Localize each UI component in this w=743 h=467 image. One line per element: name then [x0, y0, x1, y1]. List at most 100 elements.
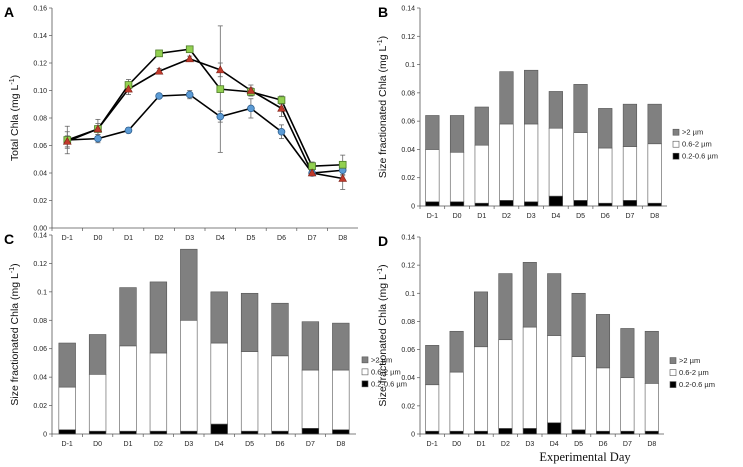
bar-segment-0-6-2-m: [58, 386, 76, 431]
x-tick-label: D0: [452, 441, 461, 448]
x-tick-label: D1: [477, 441, 486, 448]
x-tick-label: D1: [124, 235, 133, 242]
bar-segment-0-2-0-6-m: [149, 430, 168, 435]
bar-segment-2-m: [644, 330, 659, 384]
x-tick-label: D2: [501, 441, 510, 448]
x-tick-label: D5: [245, 441, 254, 448]
legend-swatch: [672, 152, 680, 160]
bar-segment-0-6-2-m: [119, 345, 137, 432]
bar-segment-0-6-2-m: [210, 342, 228, 425]
bar-segment-2-m: [425, 345, 440, 386]
bar-segment-0-6-2-m: [647, 143, 662, 204]
bar-segment-2-m: [598, 108, 613, 149]
y-tick-label: 0.1: [405, 62, 415, 69]
x-tick-label: D7: [306, 441, 315, 448]
bar-segment-0-6-2-m: [149, 352, 168, 432]
bar-segment-0-6-2-m: [449, 151, 465, 203]
panel-letter: B: [378, 4, 388, 20]
bar-segment-0-2-0-6-m: [595, 430, 611, 435]
bar-segment-0-2-0-6-m: [598, 202, 613, 207]
bar-segment-0-2-0-6-m: [571, 429, 586, 435]
x-tick-label: D6: [276, 441, 285, 448]
bar-segment-2-m: [58, 342, 76, 388]
y-tick-label: 0.12: [401, 34, 415, 41]
series-line-1: [67, 93, 343, 174]
bar-segment-0-2-0-6-m: [210, 423, 228, 435]
bar-segment-0-2-0-6-m: [271, 430, 289, 435]
bar-segment-0-2-0-6-m: [58, 429, 76, 435]
bar-segment-2-m: [332, 322, 350, 371]
bar-segment-2-m: [240, 292, 259, 352]
bar-segment-2-m: [449, 330, 464, 373]
x-tick-label: D3: [525, 441, 534, 448]
bar-segment-2-m: [571, 292, 586, 357]
y-tick-label: 0.06: [33, 346, 47, 353]
bar-segment-0-6-2-m: [332, 369, 350, 431]
bar-segment-2-m: [88, 334, 107, 375]
legend-swatch: [669, 369, 677, 376]
x-tick-label: D7: [625, 213, 634, 220]
bar-segment-0-2-0-6-m: [498, 428, 513, 435]
bar-segment-2-m: [547, 273, 562, 336]
legend-label: >2 µm: [682, 128, 703, 137]
bar-segment-2-m: [180, 248, 198, 321]
y-tick-label: 0.04: [33, 375, 47, 382]
bar-segment-2-m: [573, 84, 588, 133]
legend-swatch: [672, 140, 680, 148]
legend-swatch: [361, 380, 369, 388]
y-tick-label: 0.08: [33, 318, 47, 325]
legend-label: 0.2-0.6 µm: [682, 152, 718, 161]
bar-segment-0-6-2-m: [622, 146, 638, 201]
bar-segment-0-6-2-m: [240, 351, 259, 432]
data-point-triangle: [277, 103, 286, 112]
x-tick-label: D5: [576, 213, 585, 220]
series-line-3: [67, 58, 343, 180]
y-tick-label: 0.14: [33, 33, 47, 40]
y-tick-label: 0.12: [401, 263, 415, 270]
bar-segment-0-2-0-6-m: [88, 430, 107, 435]
data-point-circle: [247, 104, 255, 113]
bar-segment-0-2-0-6-m: [332, 429, 350, 435]
y-tick-label: 0.12: [33, 261, 47, 268]
data-point-triangle: [246, 85, 256, 94]
bar-segment-2-m: [524, 69, 539, 125]
bar-segment-0-6-2-m: [301, 369, 320, 429]
bar-segment-0-6-2-m: [522, 326, 537, 429]
y-tick-label: 0.00: [33, 226, 47, 233]
legend-swatch: [669, 357, 677, 364]
y-tick-label: 0.02: [33, 403, 47, 410]
x-axis-title: Experimental Day: [539, 450, 631, 464]
bar-segment-0-6-2-m: [524, 123, 539, 203]
x-tick-label: D3: [184, 441, 193, 448]
bar-segment-2-m: [622, 103, 638, 147]
x-tick-label: D8: [647, 441, 656, 448]
data-point-square: [216, 85, 225, 93]
bar-segment-0-2-0-6-m: [425, 201, 440, 207]
bar-segment-2-m: [449, 115, 465, 153]
data-point-circle: [124, 126, 133, 135]
legend-swatch: [361, 356, 369, 364]
bar-segment-0-6-2-m: [595, 367, 611, 432]
legend-label: 0.6-2 µm: [682, 140, 712, 149]
y-tick-label: 0.08: [401, 90, 415, 97]
x-tick-label: D4: [551, 213, 560, 220]
legend-swatch: [672, 128, 680, 136]
panel-letter: D: [378, 233, 388, 249]
x-tick-label: D4: [550, 441, 559, 448]
y-tick-label: 0: [411, 432, 415, 439]
y-axis-label: Size fractionated Chla (mg L-1): [9, 263, 21, 405]
x-tick-label: D0: [453, 213, 462, 220]
bar-segment-0-6-2-m: [498, 339, 513, 429]
bar-segment-0-2-0-6-m: [425, 430, 440, 435]
bar-segment-0-2-0-6-m: [647, 202, 662, 207]
x-tick-label: D-1: [427, 213, 438, 220]
y-tick-label: 0.14: [33, 233, 47, 240]
x-tick-label: D6: [601, 213, 610, 220]
x-tick-label: D0: [93, 441, 102, 448]
y-tick-label: 0.1: [37, 289, 47, 296]
data-point-triangle: [154, 66, 164, 75]
bar-segment-2-m: [620, 328, 635, 379]
x-tick-label: D7: [308, 235, 317, 242]
panel-b: B Size fractionated Chla (mg L-1) 0 0.02 0.0…: [377, 4, 718, 220]
